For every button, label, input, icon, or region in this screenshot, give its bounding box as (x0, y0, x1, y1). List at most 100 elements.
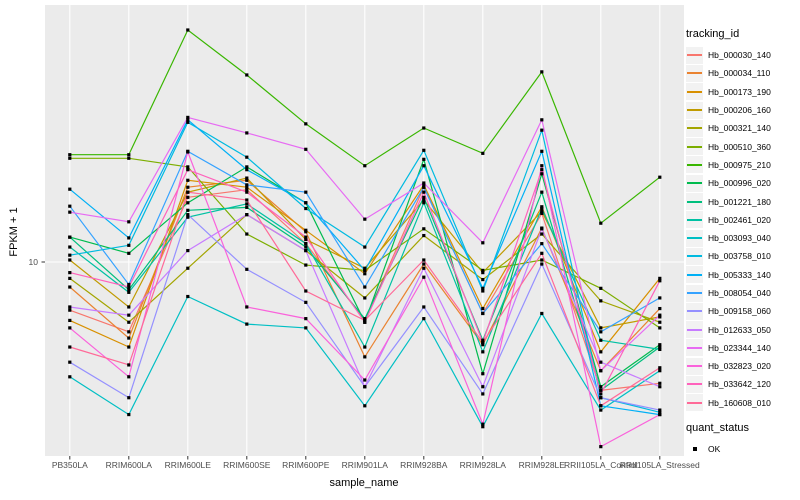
data-point-Hb_023344_140-RRIM600PE (304, 147, 308, 151)
data-point-Hb_000173_190-RRIM600SE (245, 185, 249, 189)
data-point-Hb_003758_010-RRIM600LA (127, 243, 131, 247)
legend-item-label: Hb_000034_110 (708, 68, 771, 79)
data-point-Hb_009158_060-RRIM928LE (540, 262, 544, 266)
data-point-Hb_000173_190-RRIM928BA (422, 183, 426, 187)
data-point-Hb_002461_020-RRIM600SE (245, 202, 249, 206)
data-point-Hb_000034_110-PB350LA (68, 285, 72, 289)
data-point-Hb_000321_140-RRIM600LE (186, 266, 190, 270)
legend-item-label: Hb_008054_040 (708, 288, 771, 298)
data-point-Hb_160608_010-RRIM600LA (127, 363, 131, 367)
legend-item-label: Hb_000510_360 (708, 141, 771, 152)
data-point-Hb_008054_040-RRIM928LE (540, 242, 544, 246)
data-point-Hb_000321_140-RRIM901LA (363, 296, 367, 300)
legend-item-quant-OK: OK (686, 440, 771, 458)
legend-title-quant-status: quant_status (686, 421, 749, 434)
data-point-Hb_033642_120-PB350LA (68, 271, 72, 275)
legend-key-line (687, 109, 702, 112)
data-point-Hb_008054_040-RRIM600PE (304, 190, 308, 194)
x-tick-label-RRIM901LA: RRIM901LA (341, 460, 388, 470)
legend-item-label: Hb_000030_140 (708, 50, 771, 61)
data-point-Hb_005333_140-RRIM928LE (540, 149, 544, 153)
data-point-Hb_000173_190-PB350LA (68, 318, 72, 323)
data-point-Hb_002461_020-RRIM600PE (304, 242, 308, 246)
data-point-Hb_000034_110-RRIM600SE (245, 178, 249, 182)
data-point-Hb_008054_040-RRII105LA_Control (599, 330, 603, 334)
legend-key-swatch (686, 138, 703, 156)
data-point-Hb_002461_020-RRII105LA_Control (599, 338, 603, 342)
legend-key-line (687, 237, 702, 240)
legend-key-line (687, 127, 702, 130)
data-point-Hb_000321_140-RRIM928LA (481, 277, 485, 282)
x-axis-title: sample_name (329, 477, 399, 489)
data-point-Hb_003758_010-RRIM600LE (186, 120, 190, 124)
legend-item-Hb_023344_140: Hb_023344_140 (686, 339, 771, 357)
legend-key-line (687, 310, 702, 313)
data-point-Hb_008054_040-RRIM600LA (127, 282, 131, 287)
data-point-Hb_000173_190-RRIM600PE (304, 228, 308, 232)
data-point-Hb_000173_190-RRII105LA_Control (599, 350, 603, 354)
data-point-Hb_023344_140-PB350LA (68, 210, 72, 214)
legend-title-tracking-id: tracking_id (686, 28, 740, 40)
data-point-Hb_012633_050-RRIM600SE (245, 213, 249, 217)
data-point-Hb_023344_140-RRIM928LA (481, 241, 485, 245)
y-axis-title: FPKM + 1 (8, 207, 20, 257)
legend-item-Hb_003093_040: Hb_003093_040 (686, 229, 771, 247)
x-tick-label-RRII105LA_Control: RRII105LA_Control (563, 460, 638, 470)
x-tick-label-PB350LA: PB350LA (51, 460, 88, 470)
data-point-Hb_000510_360-PB350LA (68, 156, 72, 160)
legend-item-Hb_008054_040: Hb_008054_040 (686, 284, 771, 302)
data-point-Hb_008054_040-RRII105LA_Stressed (658, 296, 662, 300)
data-point-Hb_002461_020-RRIM600LA (127, 290, 131, 294)
legend-item-label: Hb_005333_140 (708, 269, 771, 280)
data-point-Hb_032823_020-RRIM928LA (481, 422, 485, 426)
data-point-Hb_012633_050-RRIM600LE (186, 248, 190, 253)
legend-item-Hb_009158_060: Hb_009158_060 (686, 302, 771, 320)
data-point-Hb_002461_020-RRIM600LE (186, 215, 190, 219)
data-point-Hb_003093_040-RRIM600SE (245, 322, 249, 326)
data-point-Hb_000975_210-RRII105LA_Control (599, 221, 603, 225)
legend-item-label: Hb_160608_010 (708, 397, 771, 408)
legend-item-Hb_012633_050: Hb_012633_050 (686, 320, 771, 339)
legend-key-line (687, 90, 702, 93)
data-point-Hb_023344_140-RRIM901LA (363, 217, 367, 221)
data-point-Hb_033642_120-RRII105LA_Control (599, 392, 603, 396)
data-point-Hb_001221_180-RRII105LA_Control (599, 388, 603, 392)
data-point-Hb_003093_040-RRIM928LE (540, 311, 544, 316)
data-point-Hb_032823_020-RRII105LA_Stressed (658, 412, 662, 417)
legend-key-swatch (686, 119, 703, 137)
data-point-Hb_032823_020-RRIM928LE (540, 164, 544, 168)
data-point-Hb_160608_010-RRII105LA_Stressed (658, 366, 662, 370)
legend-item-Hb_160608_010: Hb_160608_010 (686, 394, 771, 412)
legend-key-line (687, 200, 702, 203)
data-point-Hb_002461_020-RRIM901LA (363, 345, 367, 349)
data-point-Hb_160608_010-RRIM928BA (422, 258, 426, 262)
data-point-Hb_033642_120-RRIM600SE (245, 190, 249, 194)
legend-key-swatch (686, 229, 703, 247)
data-point-Hb_003758_010-RRIM901LA (363, 245, 367, 249)
legend-key-swatch (686, 64, 703, 82)
data-point-Hb_012633_050-PB350LA (68, 305, 72, 309)
data-point-Hb_023344_140-RRIM600LE (186, 115, 190, 120)
data-point-Hb_000510_360-RRIM928LE (540, 258, 544, 262)
data-point-Hb_000996_020-RRII105LA_Stressed (658, 343, 662, 347)
data-point-Hb_000321_140-PB350LA (68, 276, 72, 280)
legend-key-swatch (686, 46, 703, 64)
data-point-Hb_012633_050-RRIM600PE (304, 248, 308, 253)
data-point-Hb_002461_020-RRIM928LA (481, 350, 485, 354)
data-point-Hb_032823_020-RRIM600LA (127, 375, 131, 379)
data-point-Hb_012633_050-RRIM928BA (422, 266, 426, 270)
data-point-Hb_001221_180-RRII105LA_Stressed (658, 345, 662, 349)
data-point-Hb_023344_140-RRIM928BA (422, 181, 426, 185)
data-point-Hb_160608_010-PB350LA (68, 345, 72, 349)
data-point-Hb_003758_010-RRIM928LE (540, 128, 544, 132)
legend-key-swatch (686, 247, 703, 265)
legend-item-label: Hb_003758_010 (708, 251, 771, 262)
legend-item-Hb_033642_120: Hb_033642_120 (686, 375, 771, 393)
data-point-Hb_160608_010-RRII105LA_Control (599, 404, 603, 408)
legend-key-line (687, 365, 702, 368)
legend-tracking-items: Hb_000030_140 Hb_000034_110 Hb_000173_190 H… (686, 46, 771, 412)
data-point-Hb_000034_110-RRIM928LA (481, 343, 485, 347)
legend-item-Hb_000173_190: Hb_000173_190 (686, 83, 771, 101)
data-point-Hb_033642_120-RRIM600LA (127, 285, 131, 289)
